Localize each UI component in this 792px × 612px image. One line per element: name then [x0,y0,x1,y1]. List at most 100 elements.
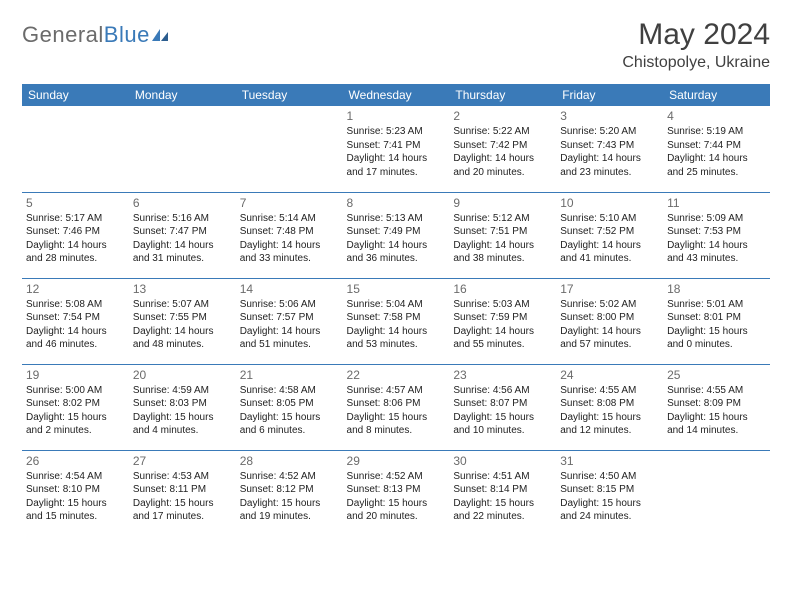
calendar-cell: 14 Sunrise: 5:06 AMSunset: 7:57 PMDayligh… [236,278,343,364]
day-number: 17 [560,282,659,296]
day-header: Sunday [22,84,129,106]
day-info: Sunrise: 4:53 AMSunset: 8:11 PMDaylight:… [133,470,232,524]
calendar-cell-empty [663,450,770,536]
day-number: 23 [453,368,552,382]
calendar-cell: 22 Sunrise: 4:57 AMSunset: 8:06 PMDayligh… [343,364,450,450]
day-header: Thursday [449,84,556,106]
calendar-cell: 17 Sunrise: 5:02 AMSunset: 8:00 PMDayligh… [556,278,663,364]
day-number: 31 [560,454,659,468]
day-info: Sunrise: 5:10 AMSunset: 7:52 PMDaylight:… [560,212,659,266]
calendar-row: 12 Sunrise: 5:08 AMSunset: 7:54 PMDayligh… [22,278,770,364]
day-info: Sunrise: 5:04 AMSunset: 7:58 PMDaylight:… [347,298,446,352]
logo: GeneralBlue [22,18,170,48]
calendar-cell-empty [129,106,236,192]
day-number: 14 [240,282,339,296]
day-number: 10 [560,196,659,210]
day-header: Wednesday [343,84,450,106]
calendar-cell: 7Sunrise: 5:14 AMSunset: 7:48 PMDaylight… [236,192,343,278]
day-number: 19 [26,368,125,382]
calendar-cell: 31 Sunrise: 4:50 AMSunset: 8:15 PMDayligh… [556,450,663,536]
day-info: Sunrise: 4:55 AMSunset: 8:09 PMDaylight:… [667,384,766,438]
day-number: 30 [453,454,552,468]
day-header: Friday [556,84,663,106]
day-info: Sunrise: 4:51 AMSunset: 8:14 PMDaylight:… [453,470,552,524]
day-number: 24 [560,368,659,382]
calendar-cell: 9Sunrise: 5:12 AMSunset: 7:51 PMDaylight… [449,192,556,278]
day-info: Sunrise: 5:08 AMSunset: 7:54 PMDaylight:… [26,298,125,352]
logo-text: GeneralBlue [22,22,150,48]
calendar-cell: 6Sunrise: 5:16 AMSunset: 7:47 PMDaylight… [129,192,236,278]
day-number: 12 [26,282,125,296]
day-number: 26 [26,454,125,468]
day-number: 21 [240,368,339,382]
calendar-grid: SundayMondayTuesdayWednesdayThursdayFrid… [22,84,770,536]
calendar-cell: 2 Sunrise: 5:22 AMSunset: 7:42 PMDaylight… [449,106,556,192]
calendar-cell: 26 Sunrise: 4:54 AMSunset: 8:10 PMDayligh… [22,450,129,536]
calendar-cell: 16Sunrise: 5:03 AMSunset: 7:59 PMDayligh… [449,278,556,364]
calendar-cell: 28Sunrise: 4:52 AMSunset: 8:12 PMDayligh… [236,450,343,536]
day-number: 2 [453,109,552,123]
calendar-cell: 13 Sunrise: 5:07 AMSunset: 7:55 PMDayligh… [129,278,236,364]
day-info: Sunrise: 5:17 AMSunset: 7:46 PMDaylight:… [26,212,125,266]
calendar-row: 1 Sunrise: 5:23 AMSunset: 7:41 PMDaylight… [22,106,770,192]
logo-part2: Blue [104,22,150,47]
calendar-cell: 1 Sunrise: 5:23 AMSunset: 7:41 PMDaylight… [343,106,450,192]
calendar-cell: 30 Sunrise: 4:51 AMSunset: 8:14 PMDayligh… [449,450,556,536]
day-info: Sunrise: 4:56 AMSunset: 8:07 PMDaylight:… [453,384,552,438]
day-info: Sunrise: 4:57 AMSunset: 8:06 PMDaylight:… [347,384,446,438]
day-number: 18 [667,282,766,296]
calendar-cell: 20 Sunrise: 4:59 AMSunset: 8:03 PMDayligh… [129,364,236,450]
calendar-cell: 19 Sunrise: 5:00 AMSunset: 8:02 PMDayligh… [22,364,129,450]
calendar-cell: 29Sunrise: 4:52 AMSunset: 8:13 PMDayligh… [343,450,450,536]
day-number: 27 [133,454,232,468]
day-number: 5 [26,196,125,210]
day-number: 9 [453,196,552,210]
day-info: Sunrise: 4:50 AMSunset: 8:15 PMDaylight:… [560,470,659,524]
calendar-cell: 18 Sunrise: 5:01 AMSunset: 8:01 PMDayligh… [663,278,770,364]
day-info: Sunrise: 4:59 AMSunset: 8:03 PMDaylight:… [133,384,232,438]
calendar-cell: 5 Sunrise: 5:17 AMSunset: 7:46 PMDaylight… [22,192,129,278]
calendar-cell: 4Sunrise: 5:19 AMSunset: 7:44 PMDaylight… [663,106,770,192]
day-info: Sunrise: 5:01 AMSunset: 8:01 PMDaylight:… [667,298,766,352]
day-number: 22 [347,368,446,382]
day-info: Sunrise: 5:03 AMSunset: 7:59 PMDaylight:… [453,298,552,352]
day-info: Sunrise: 5:16 AMSunset: 7:47 PMDaylight:… [133,212,232,266]
calendar-cell-empty [22,106,129,192]
day-header: Monday [129,84,236,106]
month-title: May 2024 [622,18,770,52]
day-info: Sunrise: 5:00 AMSunset: 8:02 PMDaylight:… [26,384,125,438]
day-info: Sunrise: 5:06 AMSunset: 7:57 PMDaylight:… [240,298,339,352]
day-number: 1 [347,109,446,123]
day-header: Saturday [663,84,770,106]
calendar-cell: 23 Sunrise: 4:56 AMSunset: 8:07 PMDayligh… [449,364,556,450]
day-info: Sunrise: 5:07 AMSunset: 7:55 PMDaylight:… [133,298,232,352]
day-info: Sunrise: 5:09 AMSunset: 7:53 PMDaylight:… [667,212,766,266]
calendar-cell: 24 Sunrise: 4:55 AMSunset: 8:08 PMDayligh… [556,364,663,450]
title-block: May 2024 Chistopolye, Ukraine [622,18,770,72]
calendar-cell: 12 Sunrise: 5:08 AMSunset: 7:54 PMDayligh… [22,278,129,364]
logo-part1: General [22,22,104,47]
calendar-cell: 10 Sunrise: 5:10 AMSunset: 7:52 PMDayligh… [556,192,663,278]
day-info: Sunrise: 5:19 AMSunset: 7:44 PMDaylight:… [667,125,766,179]
day-header: Tuesday [236,84,343,106]
day-number: 13 [133,282,232,296]
day-number: 20 [133,368,232,382]
day-info: Sunrise: 4:55 AMSunset: 8:08 PMDaylight:… [560,384,659,438]
day-number: 15 [347,282,446,296]
day-number: 8 [347,196,446,210]
day-info: Sunrise: 4:54 AMSunset: 8:10 PMDaylight:… [26,470,125,524]
day-info: Sunrise: 5:23 AMSunset: 7:41 PMDaylight:… [347,125,446,179]
sail-icon [150,27,170,43]
day-info: Sunrise: 4:58 AMSunset: 8:05 PMDaylight:… [240,384,339,438]
calendar-cell: 8 Sunrise: 5:13 AMSunset: 7:49 PMDaylight… [343,192,450,278]
header: GeneralBlue May 2024 Chistopolye, Ukrain… [22,18,770,72]
calendar-row: 19 Sunrise: 5:00 AMSunset: 8:02 PMDayligh… [22,364,770,450]
location: Chistopolye, Ukraine [622,54,770,72]
calendar-cell: 3Sunrise: 5:20 AMSunset: 7:43 PMDaylight… [556,106,663,192]
day-number: 3 [560,109,659,123]
day-info: Sunrise: 5:22 AMSunset: 7:42 PMDaylight:… [453,125,552,179]
day-number: 25 [667,368,766,382]
day-info: Sunrise: 5:02 AMSunset: 8:00 PMDaylight:… [560,298,659,352]
day-info: Sunrise: 5:13 AMSunset: 7:49 PMDaylight:… [347,212,446,266]
calendar-cell: 11Sunrise: 5:09 AMSunset: 7:53 PMDayligh… [663,192,770,278]
